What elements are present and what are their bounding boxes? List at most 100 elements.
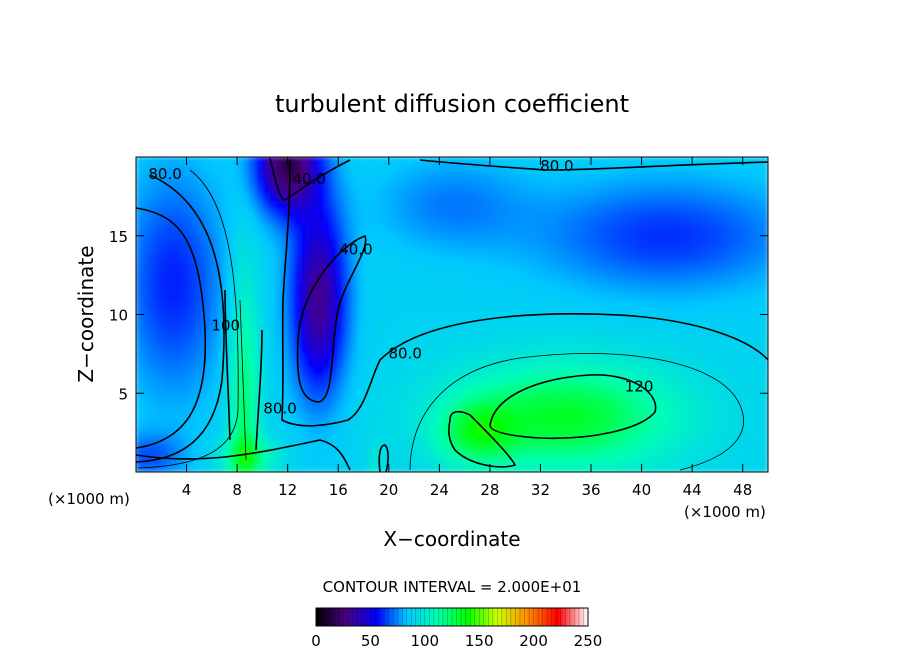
heatmap-cell: [255, 306, 263, 315]
heatmap-cell: [136, 434, 143, 443]
heatmap-cell: [179, 171, 188, 180]
heatmap-cell: [615, 314, 624, 323]
heatmap-cell: [211, 276, 219, 285]
heatmap-cell: [754, 224, 763, 233]
heatmap-cell: [697, 224, 706, 233]
heatmap-cell: [634, 231, 643, 240]
heatmap-cell: [514, 381, 523, 390]
heatmap-cell: [198, 186, 207, 195]
heatmap-cell: [230, 186, 238, 195]
heatmap-cell: [502, 329, 510, 338]
heatmap-cell: [483, 246, 491, 255]
heatmap-cell: [489, 426, 497, 435]
heatmap-cell: [521, 261, 529, 270]
heatmap-cell: [565, 179, 573, 188]
heatmap-cell: [533, 299, 541, 308]
heatmap-cell: [356, 231, 365, 240]
heatmap-cell: [318, 441, 327, 450]
heatmap-cell: [413, 404, 421, 413]
heatmap-cell: [293, 261, 301, 270]
heatmap-cell: [603, 269, 611, 278]
heatmap-cell: [609, 351, 617, 360]
heatmap-cell: [558, 329, 567, 338]
heatmap-cell: [293, 441, 301, 450]
heatmap-cell: [514, 434, 523, 443]
heatmap-cell: [242, 231, 251, 240]
heatmap-cell: [533, 389, 541, 398]
heatmap-cell: [223, 171, 232, 180]
heatmap-cell: [647, 321, 655, 330]
heatmap-cell: [173, 306, 181, 315]
heatmap-cell: [697, 314, 706, 323]
heatmap-cell: [325, 329, 333, 338]
heatmap-cell: [186, 426, 194, 435]
heatmap-cell: [685, 351, 693, 360]
heatmap-cell: [527, 239, 535, 248]
heatmap-cell: [337, 374, 346, 383]
heatmap-cell: [464, 261, 472, 270]
heatmap-cell: [356, 434, 365, 443]
heatmap-cell: [198, 359, 207, 368]
heatmap-cell: [394, 276, 402, 285]
heatmap-cell: [400, 299, 409, 308]
heatmap-cell: [381, 239, 390, 248]
heatmap-cell: [691, 389, 699, 398]
heatmap-cell: [710, 449, 718, 458]
heatmap-cell: [363, 336, 371, 345]
heatmap-cell: [413, 351, 421, 360]
heatmap-cell: [375, 351, 383, 360]
heatmap-cell: [742, 261, 750, 270]
heatmap-cell: [293, 374, 301, 383]
heatmap-cell: [704, 441, 712, 450]
heatmap-cell: [539, 374, 548, 383]
heatmap-cell: [331, 441, 339, 450]
heatmap-cell: [679, 411, 687, 420]
heatmap-cell: [565, 464, 573, 472]
heatmap-cell: [628, 291, 636, 300]
heatmap-cell: [552, 186, 560, 195]
heatmap-cell: [249, 306, 257, 315]
heatmap-cell: [691, 194, 699, 203]
heatmap-cell: [691, 381, 699, 390]
heatmap-cell: [716, 344, 725, 353]
heatmap-cell: [622, 171, 630, 180]
heatmap-cell: [457, 284, 466, 293]
heatmap-cell: [558, 224, 567, 233]
heatmap-cell: [223, 231, 232, 240]
heatmap-cell: [426, 231, 434, 240]
heatmap-cell: [363, 186, 371, 195]
heatmap-cell: [546, 201, 554, 210]
heatmap-cell: [754, 321, 763, 330]
heatmap-cell: [495, 291, 504, 300]
heatmap-cell: [565, 344, 573, 353]
heatmap-cell: [451, 157, 459, 165]
heatmap-cell: [255, 284, 263, 293]
heatmap-cell: [704, 321, 712, 330]
heatmap-cell: [205, 426, 213, 435]
heatmap-cell: [306, 284, 314, 293]
heatmap-cell: [350, 381, 358, 390]
heatmap-cell: [255, 179, 263, 188]
heatmap-cell: [407, 299, 415, 308]
heatmap-cell: [363, 254, 371, 263]
heatmap-cell: [419, 231, 428, 240]
heatmap-cell: [647, 426, 655, 435]
heatmap-cell: [489, 157, 497, 165]
heatmap-cell: [546, 449, 554, 458]
heatmap-cell: [217, 366, 225, 375]
heatmap-cell: [230, 284, 238, 293]
heatmap-cell: [710, 396, 718, 405]
heatmap-cell: [205, 209, 213, 218]
heatmap-cell: [369, 359, 377, 368]
heatmap-cell: [293, 299, 301, 308]
heatmap-cell: [590, 336, 598, 345]
heatmap-cell: [748, 179, 756, 188]
heatmap-cell: [331, 359, 339, 368]
heatmap-cell: [584, 276, 592, 285]
colorbar-tick-label: 150: [465, 632, 494, 650]
heatmap-cell: [533, 261, 541, 270]
heatmap-cell: [647, 434, 655, 443]
heatmap-cell: [691, 239, 699, 248]
heatmap-cell: [565, 419, 573, 428]
heatmap-cell: [679, 456, 687, 465]
